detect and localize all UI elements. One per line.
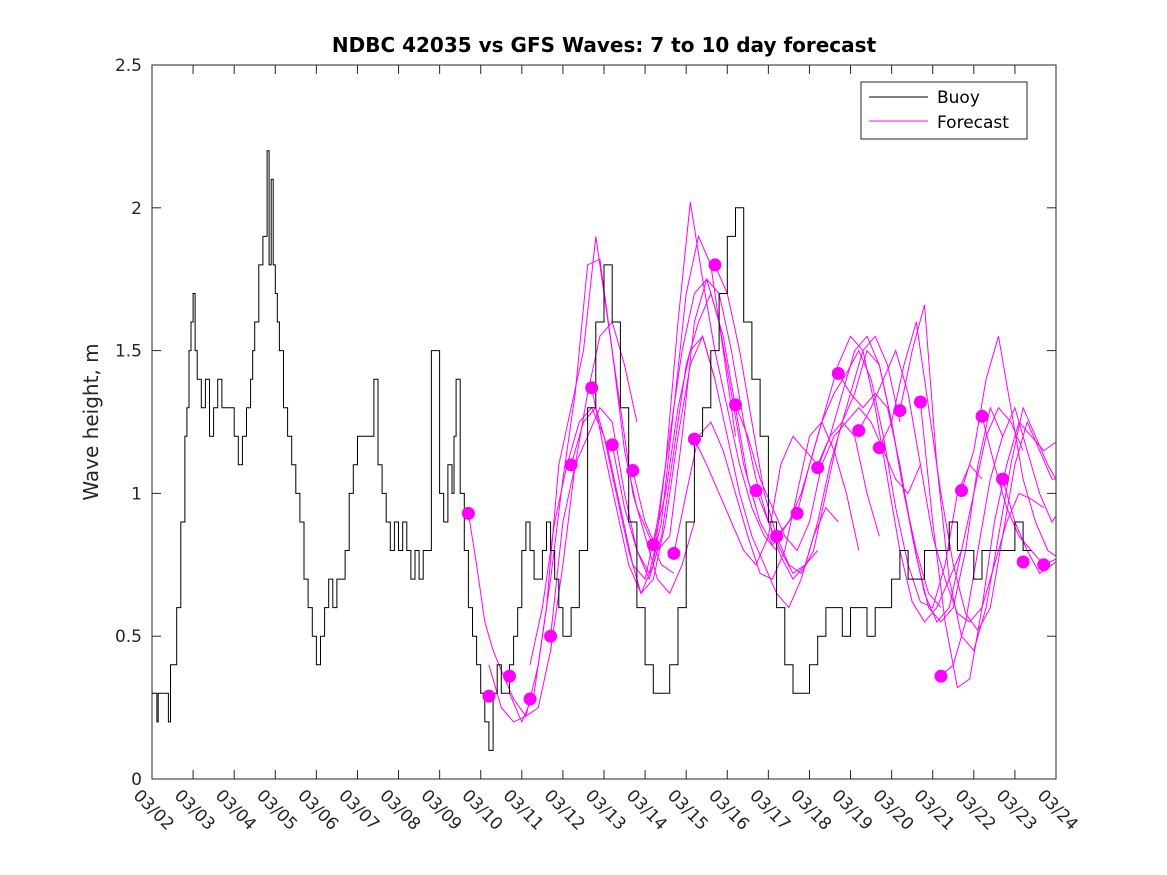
forecast-marker [728,398,742,412]
buoy-line [152,150,1032,751]
forecast-marker [502,669,516,683]
forecast-marker [975,409,989,423]
forecast-marker [1037,558,1051,572]
legend: Buoy Forecast [860,81,1028,140]
forecast-line [467,320,638,717]
forecast-line [550,234,736,637]
forecast-line [488,258,675,723]
forecast-marker [852,424,866,438]
forecast-line [1002,478,1056,575]
forecast-line [837,373,1024,623]
forecast-marker [667,546,681,560]
forecast-line [611,292,798,581]
forecast-line [693,421,880,566]
forecast-line [919,401,1056,689]
forecast-line [632,278,819,580]
forecast-line [673,421,860,580]
forecast-line [796,349,983,609]
forecast-line [899,304,1056,652]
forecast-marker [544,629,558,643]
legend-box [860,81,1028,140]
chart-title: NDBC 42035 vs GFS Waves: 7 to 10 day for… [332,33,877,57]
forecast-marker [811,461,825,475]
forecast-marker [708,258,722,272]
forecast-marker [461,506,475,520]
forecast-marker [482,689,496,703]
forecast-line [714,264,901,575]
y-tick-label: 0.5 [115,627,142,647]
forecast-line [529,334,716,665]
forecast-marker [954,484,968,498]
forecast-line [940,406,1056,677]
forecast-marker [790,506,804,520]
forecast-marker [626,464,640,478]
forecast-line [961,336,1056,557]
y-tick-label: 2 [131,199,142,219]
forecast-marker [749,484,763,498]
forecast-marker [996,472,1010,486]
y-axis: 0 0.5 1 1.5 2 2.5 [115,56,1056,790]
y-tick-label: 0 [131,770,142,790]
series-group [152,150,1056,751]
forecast-line [878,321,1056,632]
legend-buoy-label: Buoy [937,88,980,108]
forecast-marker [646,538,660,552]
forecast-marker [564,458,578,472]
forecast-marker [585,381,599,395]
y-tick-label: 1 [131,484,142,504]
forecast-line [858,349,1044,623]
series-layer [152,150,1056,751]
forecast-marker [605,438,619,452]
forecast-marker [770,529,784,543]
forecast-line [591,202,777,595]
forecast-marker [934,669,948,683]
forecast-line [509,236,695,724]
y-axis-label: Wave height, m [79,343,103,500]
y-tick-label: 2.5 [115,56,142,76]
legend-forecast-label: Forecast [937,113,1009,133]
y-tick-label: 1.5 [115,342,142,362]
forecast-marker [687,432,701,446]
forecast-marker [872,441,886,455]
forecast-line [735,404,921,552]
forecast-marker [1016,555,1030,569]
forecast-marker [913,395,927,409]
forecast-marker [893,404,907,418]
forecast-marker [523,692,537,706]
forecast-marker [831,366,845,380]
